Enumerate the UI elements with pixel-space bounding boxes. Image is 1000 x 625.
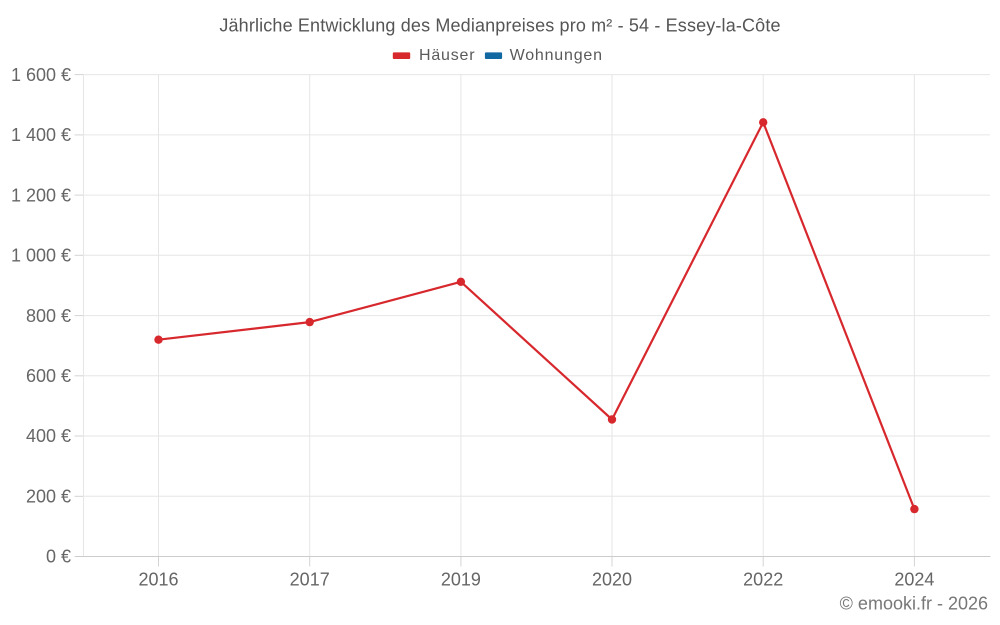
- svg-text:2020: 2020: [592, 570, 632, 590]
- svg-text:600 €: 600 €: [26, 366, 71, 386]
- svg-text:1 400 €: 1 400 €: [11, 125, 71, 145]
- svg-text:Jährliche Entwicklung des Medi: Jährliche Entwicklung des Medianpreises …: [219, 16, 780, 36]
- svg-text:1 000 €: 1 000 €: [11, 246, 71, 266]
- svg-text:1 600 €: 1 600 €: [11, 65, 71, 85]
- svg-text:200 €: 200 €: [26, 487, 71, 507]
- svg-text:400 €: 400 €: [26, 426, 71, 446]
- svg-text:2019: 2019: [441, 570, 481, 590]
- svg-text:2024: 2024: [894, 570, 934, 590]
- svg-text:Häuser: Häuser: [419, 47, 475, 64]
- svg-text:0 €: 0 €: [46, 547, 71, 567]
- svg-text:2017: 2017: [290, 570, 330, 590]
- svg-text:1 200 €: 1 200 €: [11, 185, 71, 205]
- svg-text:2022: 2022: [743, 570, 783, 590]
- svg-text:Wohnungen: Wohnungen: [510, 47, 603, 64]
- svg-text:800 €: 800 €: [26, 306, 71, 326]
- svg-text:2016: 2016: [138, 570, 178, 590]
- svg-text:© emooki.fr - 2026: © emooki.fr - 2026: [840, 594, 988, 614]
